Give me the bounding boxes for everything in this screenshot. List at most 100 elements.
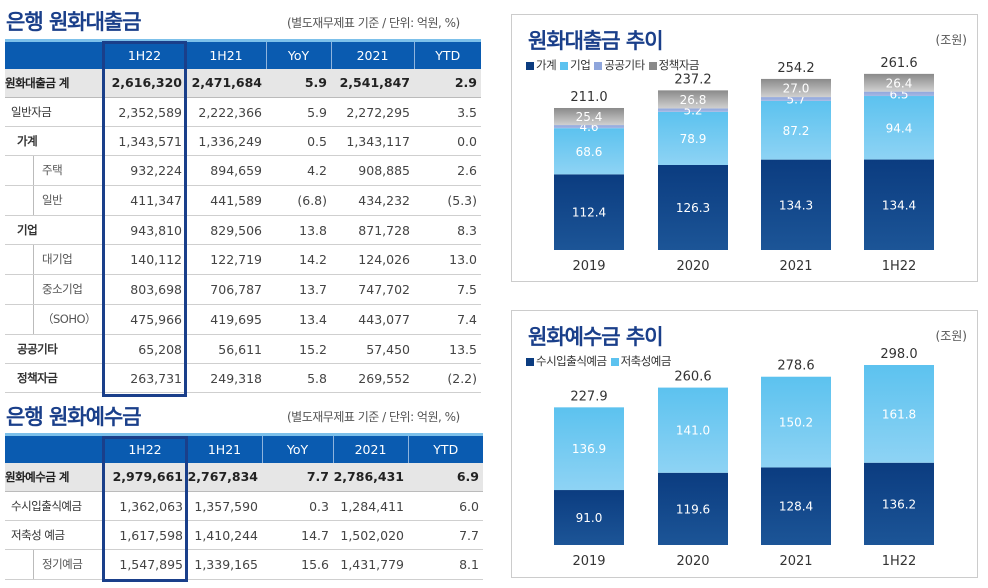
column-header: YoY (266, 39, 332, 69)
row-label: 기업 (5, 215, 103, 245)
bar-value-label: 126.3 (676, 201, 710, 215)
table-cell: 249,318 (186, 363, 266, 393)
deposits-unit: (별도재무제표 기준 / 단위: 억원, %) (287, 410, 460, 424)
loans-trend-chart: 원화대출금 추이 (조원) 가계 기업 공공기타 정책자금 112.4 68.6 4.6 2… (511, 14, 978, 282)
table-row: 정책자금 263,731 249,318 5.8 269,552 (2.2) (5, 363, 481, 393)
legend-swatch (594, 61, 603, 70)
table-cell: 5.9 (266, 97, 331, 127)
bar-segment (554, 107, 624, 126)
chart-legend: 가계 기업 공공기타 정책자금 (526, 57, 700, 73)
column-header: YTD (408, 433, 483, 463)
table-cell: (5.3) (414, 185, 481, 216)
bar-value-label: 134.4 (882, 198, 916, 212)
bar-total-label: 298.0 (880, 347, 917, 362)
bar-value-label: 68.6 (576, 145, 603, 159)
legend-label: 가계 (536, 58, 557, 72)
bar-total-label: 278.6 (777, 359, 814, 374)
chart-title: 원화예수금 추이 (528, 325, 664, 349)
table-cell: 7.7 (408, 520, 483, 550)
table-cell: 4.2 (266, 155, 331, 186)
table-cell: 419,695 (186, 304, 266, 335)
bar-value-label: 128.4 (779, 500, 813, 514)
table-cell: 475,966 (103, 304, 186, 335)
table-cell: 803,698 (103, 274, 186, 305)
table-row: 대기업 140,112 122,719 14.2 124,026 13.0 (5, 244, 481, 275)
x-tick-label: 2021 (779, 259, 812, 274)
table-cell: 1,284,411 (333, 491, 408, 521)
table-cell: 124,026 (331, 244, 414, 275)
bar-value-label: 134.3 (779, 198, 813, 212)
table-cell: 1,617,598 (103, 520, 187, 550)
legend-swatch (560, 61, 569, 70)
row-label: （SOHO） (5, 304, 103, 335)
row-label-text: 대기업 (33, 245, 73, 274)
bar-segment (864, 365, 934, 463)
loans-unit: (별도재무제표 기준 / 단위: 억원, %) (287, 16, 460, 30)
table-row: 일반 411,347 441,589 (6.8) 434,232 (5.3) (5, 185, 481, 216)
table-row: 수시입출식예금 1,362,063 1,357,590 0.3 1,284,411 6.0 (5, 491, 483, 521)
bar-segment (658, 165, 728, 250)
row-label-text: （SOHO） (33, 305, 97, 334)
table-row: 정기예금 1,547,895 1,339,165 15.6 1,431,779 8.1 (5, 549, 483, 580)
bar-segment (864, 91, 934, 97)
table-cell: 13.8 (266, 215, 331, 245)
row-label: 공공기타 (5, 334, 103, 364)
table-cell: 14.2 (266, 244, 331, 275)
table-cell: 7.7 (262, 462, 333, 492)
table-cell: 829,506 (186, 215, 266, 245)
row-label: 가계 (5, 126, 103, 156)
table-row: 저축성 예금 1,617,598 1,410,244 14.7 1,502,020 7.7 (5, 520, 483, 550)
legend-label: 정책자금 (658, 58, 700, 72)
bar-total-label: 227.9 (570, 389, 607, 404)
x-tick-label: 2020 (676, 554, 709, 569)
chart-unit: (조원) (935, 33, 967, 47)
row-label: 원화예수금 계 (5, 462, 103, 492)
table-cell: 13.0 (414, 244, 481, 275)
bar-segment (761, 467, 831, 545)
column-header: 1H21 (187, 433, 263, 463)
table-cell: 5.9 (266, 68, 331, 98)
table-cell: 7.4 (414, 304, 481, 335)
legend-item: 기업 (560, 57, 591, 73)
table-cell: 2.9 (414, 68, 481, 98)
column-header (5, 39, 104, 69)
table-cell: 1,502,020 (333, 520, 408, 550)
deposits-title: 은행 원화예수금 (6, 405, 142, 429)
row-label: 대기업 (5, 244, 103, 275)
bar-total-label: 260.6 (674, 370, 711, 385)
bar-segment (658, 90, 728, 109)
bar-segment (761, 376, 831, 468)
bar-segment (864, 73, 934, 92)
legend-label: 저축성예금 (620, 354, 672, 368)
table-row: 중소기업 803,698 706,787 13.7 747,702 7.5 (5, 274, 481, 305)
table-cell: 943,810 (103, 215, 186, 245)
table-cell: 434,232 (331, 185, 414, 216)
table-cell: 263,731 (103, 363, 186, 393)
table-cell: 6.0 (408, 491, 483, 521)
table-cell: 2,222,366 (186, 97, 266, 127)
bar-segment (554, 174, 624, 250)
x-tick-label: 1H22 (882, 554, 917, 569)
bar-value-label: 26.8 (680, 93, 707, 107)
bar-segment (658, 108, 728, 112)
row-label: 원화대출금 계 (5, 68, 103, 98)
table-cell: 2,272,295 (331, 97, 414, 127)
table-cell: 2,616,320 (103, 68, 186, 98)
legend-item: 저축성예금 (610, 353, 672, 369)
bar-value-label: 26.4 (886, 76, 913, 90)
legend-label: 기업 (570, 58, 591, 72)
column-header: YTD (414, 39, 481, 69)
table-cell: 871,728 (331, 215, 414, 245)
x-tick-label: 2019 (572, 259, 605, 274)
bar-segment (761, 159, 831, 250)
table-cell: 2,979,661 (103, 462, 187, 492)
x-tick-label: 2020 (676, 259, 709, 274)
legend-swatch (526, 61, 534, 70)
bar-segment (554, 128, 624, 175)
table-row: 공공기타 65,208 56,611 15.2 57,450 13.5 (5, 334, 481, 364)
row-label-text: 중소기업 (33, 275, 83, 304)
table-cell: (2.2) (414, 363, 481, 393)
loans-table: 1H22 1H21 YoY 2021 YTD 원화대출금 계 2,616,320 2,471,… (5, 39, 481, 393)
chart-unit: (조원) (935, 329, 967, 343)
table-cell: 2.6 (414, 155, 481, 186)
